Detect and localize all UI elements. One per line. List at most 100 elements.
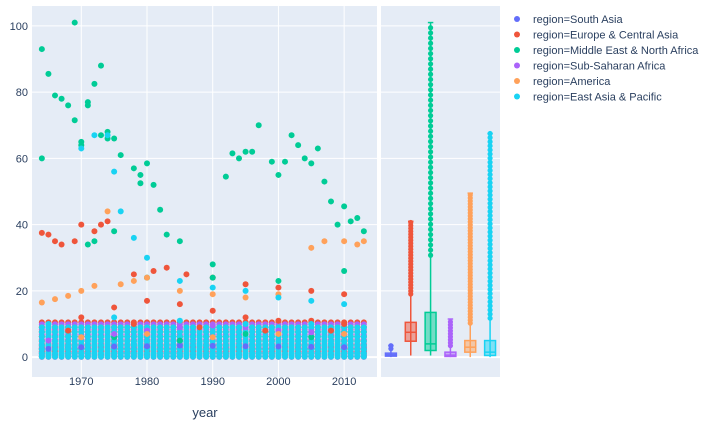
box-outlier bbox=[487, 176, 493, 182]
scatter-point bbox=[236, 333, 242, 340]
scatter-point bbox=[203, 324, 210, 331]
legend[interactable]: region=South Asia region=Europe & Central… bbox=[514, 14, 699, 104]
box-outlier bbox=[427, 61, 434, 67]
axis-ticks: 1970 1980 1990 2000 2010 0 20 40 60 80 100 bbox=[10, 21, 357, 388]
scatter-point bbox=[52, 338, 58, 345]
scatter-point bbox=[216, 328, 223, 335]
scatter-point bbox=[58, 333, 65, 340]
scatter-point bbox=[104, 328, 111, 335]
scatter-point bbox=[38, 333, 45, 340]
scatter-point bbox=[91, 324, 98, 331]
box-iqr bbox=[444, 351, 457, 358]
scatter-point bbox=[130, 165, 137, 172]
scatter-point bbox=[176, 324, 183, 331]
scatter-point bbox=[78, 328, 85, 335]
scatter-point bbox=[190, 328, 196, 335]
x-tick-label: 1970 bbox=[69, 376, 93, 388]
scatter-point bbox=[52, 238, 58, 245]
scatter-point bbox=[163, 333, 170, 340]
box-outlier bbox=[447, 319, 454, 325]
scatter-point bbox=[45, 70, 52, 77]
scatter-point bbox=[347, 218, 354, 225]
scatter-point bbox=[45, 345, 52, 352]
scatter-point bbox=[190, 324, 196, 331]
scatter-point bbox=[262, 327, 269, 334]
scatter-point bbox=[229, 328, 236, 335]
scatter-point bbox=[308, 334, 315, 341]
scatter-point bbox=[295, 338, 302, 345]
legend-marker bbox=[514, 62, 520, 69]
scatter-point bbox=[229, 150, 236, 157]
box-outlier bbox=[427, 40, 434, 46]
legend-item[interactable]: region=Europe & Central Asia bbox=[514, 30, 679, 42]
scatter-point bbox=[268, 158, 275, 165]
scatter-point bbox=[130, 277, 137, 284]
scatter-point bbox=[91, 338, 98, 345]
legend-item[interactable]: region=Middle East & North Africa bbox=[514, 45, 699, 57]
box-iqr bbox=[483, 339, 497, 357]
scatter-point bbox=[170, 328, 177, 335]
legend-item[interactable]: region=Sub-Saharan Africa bbox=[514, 61, 666, 73]
scatter-point bbox=[71, 19, 78, 26]
scatter-point bbox=[216, 338, 223, 345]
scatter-point bbox=[360, 333, 367, 340]
scatter-point bbox=[308, 329, 315, 336]
scatter-point bbox=[328, 198, 334, 205]
legend-item[interactable]: region=East Asia & Pacific bbox=[514, 92, 662, 104]
scatter-point bbox=[275, 343, 282, 350]
scatter-point bbox=[117, 152, 124, 159]
scatter-point bbox=[314, 324, 321, 331]
scatter-point bbox=[341, 268, 348, 274]
scatter-point bbox=[117, 208, 124, 215]
legend-item[interactable]: region=South Asia bbox=[514, 14, 623, 26]
scatter-point bbox=[52, 92, 58, 99]
scatter-point bbox=[242, 148, 249, 155]
box-outlier bbox=[427, 128, 434, 134]
scatter-point bbox=[38, 299, 45, 306]
scatter-point bbox=[209, 261, 216, 268]
scatter-point bbox=[255, 333, 262, 340]
legend-label: region=Sub-Saharan Africa bbox=[533, 61, 666, 73]
box-outlier bbox=[487, 184, 493, 190]
box-outlier bbox=[427, 221, 434, 227]
scatter-point bbox=[111, 324, 118, 331]
legend-label: region=South Asia bbox=[533, 14, 623, 26]
scatter-point bbox=[130, 321, 137, 327]
scatter-point bbox=[328, 340, 334, 347]
scatter-point bbox=[360, 338, 367, 345]
scatter-point bbox=[52, 324, 58, 331]
scatter-point bbox=[58, 324, 65, 331]
scatter-point bbox=[314, 328, 321, 335]
scatter-point bbox=[91, 328, 98, 335]
legend-item[interactable]: region=America bbox=[514, 76, 611, 88]
scatter-point bbox=[249, 324, 256, 331]
legend-label: region=East Asia & Pacific bbox=[533, 92, 662, 104]
box-outlier bbox=[487, 266, 493, 272]
box-outlier bbox=[487, 258, 493, 264]
scatter-point bbox=[183, 271, 190, 278]
scatter-point bbox=[242, 343, 249, 350]
y-tick-label: 40 bbox=[16, 220, 28, 232]
box-outlier bbox=[427, 107, 434, 114]
box-outlier bbox=[487, 225, 493, 231]
scatter-point bbox=[334, 324, 341, 331]
box-outlier bbox=[427, 190, 434, 196]
scatter-point bbox=[242, 281, 249, 288]
scatter-point bbox=[203, 338, 210, 345]
scatter-point bbox=[111, 304, 118, 311]
scatter-point bbox=[301, 155, 308, 162]
scatter-point bbox=[341, 238, 348, 245]
scatter-point bbox=[144, 343, 150, 350]
scatter-point bbox=[111, 343, 118, 350]
scatter-point bbox=[354, 324, 361, 331]
scatter-point bbox=[104, 338, 111, 345]
scatter-point bbox=[38, 324, 45, 331]
scatter-point bbox=[98, 62, 104, 69]
box-outlier bbox=[487, 237, 493, 243]
scatter-point bbox=[117, 324, 124, 331]
scatter-point bbox=[295, 333, 302, 340]
box-outlier bbox=[427, 180, 434, 186]
scatter-point bbox=[176, 328, 183, 335]
scatter-point bbox=[176, 277, 183, 284]
scatter-point bbox=[98, 333, 104, 340]
